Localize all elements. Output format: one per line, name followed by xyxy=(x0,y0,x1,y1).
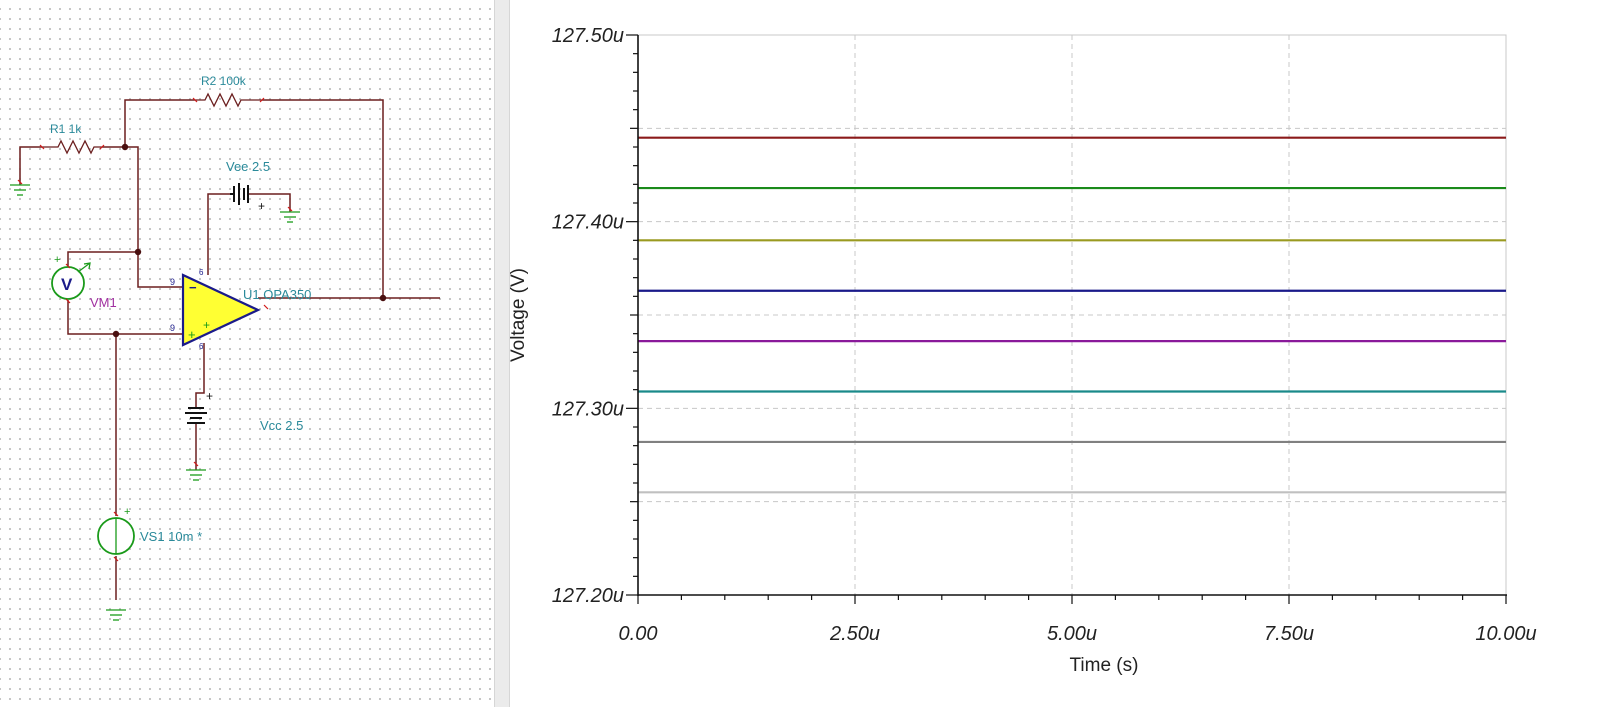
vm1-label: VM1 xyxy=(90,295,117,310)
r2-label: R2 100k xyxy=(201,74,247,88)
junctions xyxy=(112,143,387,338)
svg-text:9: 9 xyxy=(170,277,175,287)
voltmeter-icon: V xyxy=(61,275,73,294)
pin-markers xyxy=(17,97,293,562)
x-tick-label: 7.50u xyxy=(1264,623,1314,645)
ground-icon xyxy=(106,609,126,621)
x-axis-label: Time (s) xyxy=(1070,655,1139,676)
graph-window[interactable]: 0.00 2.50u 5.00u 7.50u 10.00u 127.20u 127.30u 1… xyxy=(508,0,1612,707)
battery-vee[interactable]: + Vee 2.5 xyxy=(226,159,270,213)
svg-text:+: + xyxy=(188,327,196,342)
battery-vcc[interactable]: + Vcc 2.5 xyxy=(185,389,303,433)
wires xyxy=(19,99,440,600)
y-axis-label: Voltage (V) xyxy=(510,268,529,362)
vee-label: Vee 2.5 xyxy=(226,159,270,174)
svg-text:6: 6 xyxy=(199,342,204,351)
schematic-drawing[interactable]: R1 1k R2 100k + xyxy=(0,0,494,707)
svg-text:+: + xyxy=(258,199,265,213)
voltage-source-vs1[interactable]: + VS1 10m * xyxy=(97,506,202,555)
ground-icon xyxy=(10,184,30,196)
svg-text:9: 9 xyxy=(170,323,175,333)
x-tick-label: 5.00u xyxy=(1047,623,1097,645)
ground-icon xyxy=(280,211,300,223)
svg-text:+: + xyxy=(206,389,213,403)
opamp-u1[interactable]: − + + 9 9 6 6 U1 OPA350 xyxy=(170,268,311,351)
y-tick-label: 127.50u xyxy=(552,25,624,47)
svg-text:+: + xyxy=(124,506,130,518)
transient-chart: 0.00 2.50u 5.00u 7.50u 10.00u 127.20u 127.30u 1… xyxy=(508,25,1537,676)
pane-splitter[interactable] xyxy=(494,0,510,707)
x-tick-label: 10.00u xyxy=(1475,623,1536,645)
voltmeter-vm1[interactable]: V + VM1 xyxy=(51,254,117,310)
y-tick-label: 127.20u xyxy=(552,585,624,607)
r1-label: R1 1k xyxy=(50,122,82,136)
resistor-r1[interactable]: R1 1k xyxy=(42,122,102,155)
u1-label: U1 OPA350 xyxy=(243,287,311,302)
ground-icon xyxy=(186,469,206,481)
x-tick-label: 2.50u xyxy=(829,623,880,645)
vcc-label: Vcc 2.5 xyxy=(260,418,303,433)
x-tick-label: 0.00 xyxy=(619,623,658,645)
resistor-r2[interactable]: R2 100k xyxy=(195,74,262,108)
vs1-label: VS1 10m * xyxy=(140,529,202,544)
y-tick-label: 127.40u xyxy=(552,212,624,234)
svg-text:+: + xyxy=(203,318,210,332)
svg-text:+: + xyxy=(54,254,60,266)
svg-text:6: 6 xyxy=(199,268,204,277)
schematic-canvas[interactable]: R1 1k R2 100k + xyxy=(0,0,494,707)
y-tick-label: 127.30u xyxy=(552,398,624,420)
svg-text:−: − xyxy=(189,280,197,295)
